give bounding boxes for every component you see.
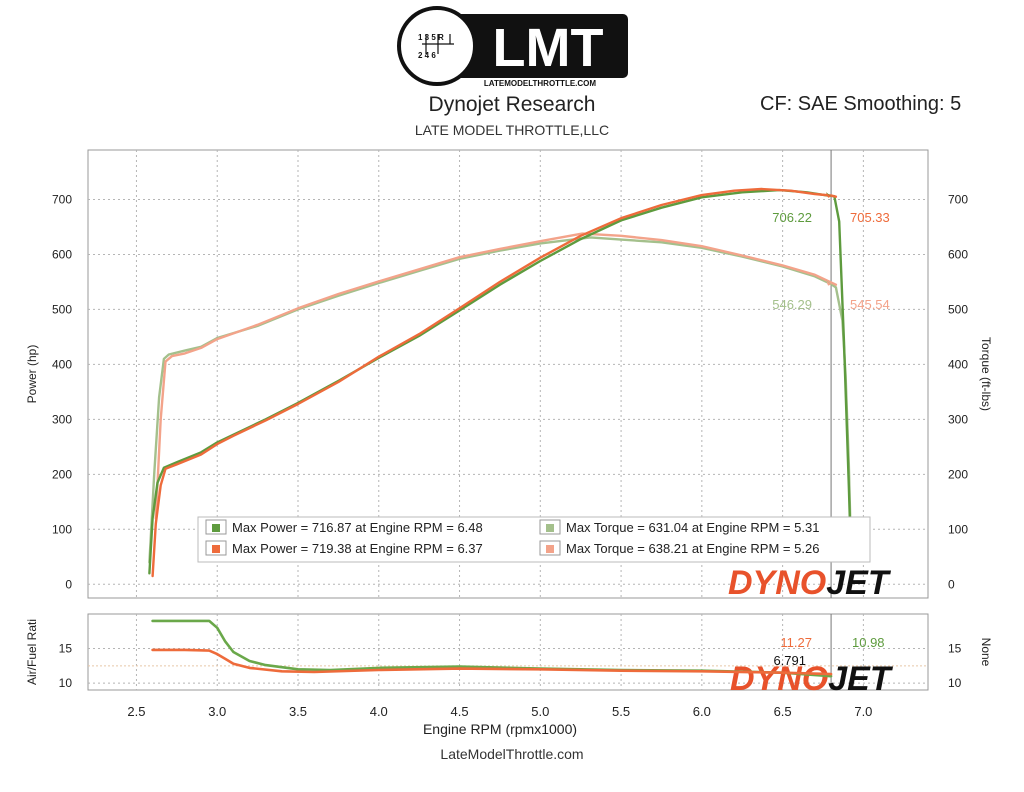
main-series-line-4: [154, 232, 838, 520]
xtick-label: 3.5: [289, 704, 307, 719]
dynojet-watermark-afr-text: DYNOJET: [730, 660, 894, 698]
afr-ytick-label: 15: [59, 642, 73, 656]
xtick-label: 2.5: [127, 704, 145, 719]
xtick-label: 5.0: [531, 704, 549, 719]
dynojet-watermark-afr: DYNOJET: [730, 660, 894, 698]
shifter-top-text: 1 3 5 R: [418, 33, 444, 42]
main-series-line-3: [148, 236, 852, 564]
main-ytick-right-label: 100: [948, 522, 968, 536]
main-ytick-label: 700: [52, 192, 72, 206]
xtick-label: 6.5: [774, 704, 792, 719]
afr-series-line-2: [151, 648, 833, 676]
shift-pattern-icon: [422, 34, 454, 54]
dynojet-watermark-afr-part1: DYNO: [730, 660, 828, 698]
xtick-label: 7.0: [854, 704, 872, 719]
shifter-knob-icon: [397, 6, 477, 86]
main-legend: Max Power = 716.87 at Engine RPM = 6.48 M…: [197, 516, 871, 563]
main-ylabel: Power (hp): [25, 345, 39, 404]
main-ytick-right-label: 200: [948, 467, 968, 481]
main-ytick-label: 500: [52, 302, 72, 316]
main-cursor-value-3: 546.29: [772, 297, 812, 312]
legend-swatch-2: [212, 545, 220, 553]
legend-entry-4: Max Torque = 638.21 at Engine RPM = 5.26: [566, 541, 819, 556]
legend-entry-1: Max Power = 716.87 at Engine RPM = 6.48: [232, 520, 483, 535]
main-ytick-right-label: 400: [948, 357, 968, 371]
afr-ytick-right-label: 15: [948, 642, 962, 656]
dynojet-watermark-afr-part2: JET: [828, 660, 894, 698]
main-cursor-value-4: 545.54: [850, 297, 890, 312]
shifter-bottom-text: 2 4 6: [418, 51, 436, 60]
logo-url: LATEMODELTHROTTLE.COM: [484, 79, 596, 88]
main-ytick-right-label: 500: [948, 302, 968, 316]
main-ytick-label: 200: [52, 467, 72, 481]
chart-subtitle: LATE MODEL THROTTLE,LLC: [414, 122, 610, 138]
afr-plot-frame: [87, 613, 929, 691]
afr-panel: 10 15 10 15 Air/Fuel Rati None: [25, 613, 993, 691]
main-ytick-label: 600: [52, 247, 72, 261]
chart-title: Dynojet Research: [428, 93, 596, 116]
main-ytick-right-label: 700: [948, 192, 968, 206]
xtick-label: 6.0: [693, 704, 711, 719]
legend-swatch-4: [546, 545, 554, 553]
main-ytick-right-label: 300: [948, 412, 968, 426]
main-cursor-value-2: 705.33: [850, 210, 890, 225]
dynojet-watermark-main-text: DYNOJET: [728, 564, 892, 602]
afr-ylabel: Air/Fuel Rati: [25, 619, 39, 685]
main-ytick-label: 400: [52, 357, 72, 371]
afr-ytick-label: 10: [59, 676, 73, 690]
afr-cursor-value-2: 10.98: [852, 635, 885, 650]
main-cursor-marker-4: [826, 280, 832, 286]
logo-text: LMT: [493, 18, 604, 78]
legend-entry-2: Max Power = 719.38 at Engine RPM = 6.37: [232, 541, 483, 556]
dynojet-watermark-main-part1: DYNO: [728, 564, 826, 602]
dynojet-watermark-main-part2: JET: [826, 564, 892, 602]
main-ytick-label: 300: [52, 412, 72, 426]
main-ytick-label: 0: [65, 577, 72, 591]
legend-box: [197, 516, 871, 563]
afr-ylabel-right: None: [979, 638, 993, 667]
xtick-label: 3.0: [208, 704, 226, 719]
main-series-line-2: [151, 187, 838, 578]
xtick-label: 4.5: [450, 704, 468, 719]
main-ylabel-right: Torque (ft-lbs): [979, 337, 993, 411]
footer-site: LateModelThrottle.com: [440, 746, 584, 762]
afr-cursor-value-3: 6.791: [773, 653, 806, 668]
legend-swatch-3: [546, 524, 554, 532]
afr-cursor-value-1: 11.27: [780, 635, 812, 650]
afr-ytick-right-label: 10: [948, 676, 962, 690]
dynojet-watermark-main: DYNOJET: [728, 564, 892, 602]
x-axis-label: Engine RPM (rpmx1000): [423, 721, 577, 737]
main-ytick-right-label: 0: [948, 577, 955, 591]
main-ytick-right-label: 600: [948, 247, 968, 261]
legend-swatch-1: [212, 524, 220, 532]
xtick-label: 4.0: [370, 704, 388, 719]
main-cursor-marker-2: [826, 192, 832, 198]
main-cursor-value-1: 706.22: [772, 210, 812, 225]
main-ytick-label: 100: [52, 522, 72, 536]
legend-entry-3: Max Torque = 631.04 at Engine RPM = 5.31: [566, 520, 819, 535]
cf-smoothing-label: CF: SAE Smoothing: 5: [760, 93, 962, 115]
xtick-label: 5.5: [612, 704, 630, 719]
